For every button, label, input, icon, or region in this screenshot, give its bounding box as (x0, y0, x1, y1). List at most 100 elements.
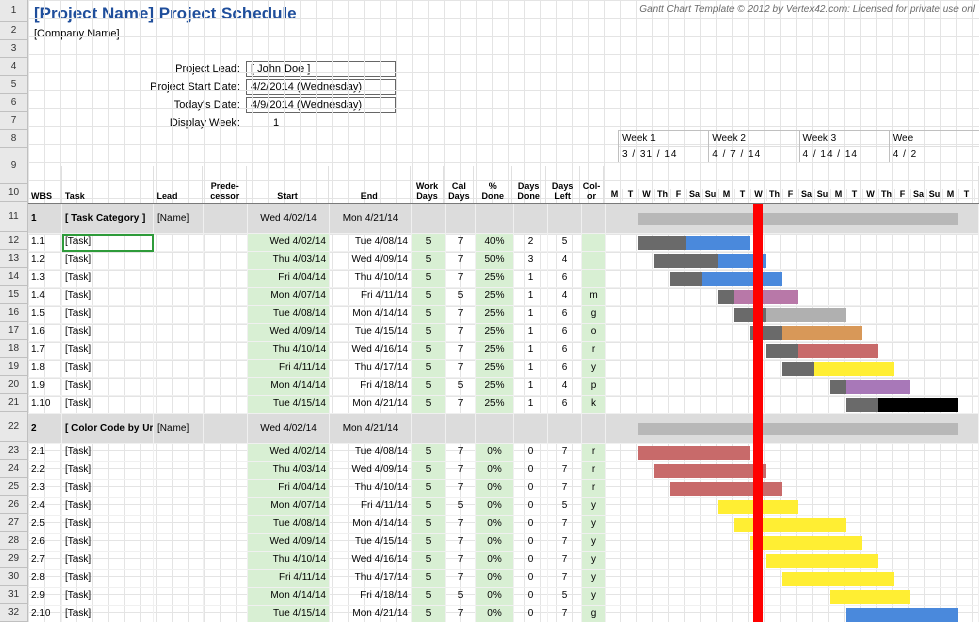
row-number[interactable]: 20 (0, 376, 27, 394)
cell[interactable]: 4 (548, 288, 582, 306)
cell[interactable] (446, 204, 476, 234)
cell[interactable]: 7 (446, 606, 476, 622)
today-value[interactable]: 4/9/2014 (Wednesday) (246, 97, 396, 113)
cell[interactable] (204, 444, 248, 462)
cell[interactable]: 25% (476, 342, 514, 360)
cell[interactable]: 2.9 (28, 588, 62, 606)
cell[interactable]: y (582, 516, 606, 534)
cell[interactable]: 1.3 (28, 270, 62, 288)
cell[interactable] (204, 234, 248, 252)
cell[interactable]: 1.4 (28, 288, 62, 306)
cell[interactable] (154, 306, 204, 324)
cell[interactable]: y (582, 588, 606, 606)
cell[interactable]: 1.10 (28, 396, 62, 414)
cell[interactable] (204, 342, 248, 360)
cell[interactable] (204, 288, 248, 306)
cell[interactable]: 0% (476, 606, 514, 622)
cell[interactable]: [Name] (154, 204, 204, 234)
cell[interactable]: r (582, 342, 606, 360)
cell[interactable]: 5 (412, 306, 446, 324)
cell[interactable]: y (582, 570, 606, 588)
cell[interactable]: [Task] (62, 498, 154, 516)
cell[interactable]: 5 (548, 498, 582, 516)
cell[interactable]: Wed 4/09/14 (248, 324, 330, 342)
cell[interactable]: 6 (548, 360, 582, 378)
cell[interactable]: r (582, 462, 606, 480)
cell[interactable]: 25% (476, 306, 514, 324)
display-week-value[interactable]: 1 (246, 116, 306, 130)
cell[interactable]: [Name] (154, 414, 204, 444)
cell[interactable]: y (582, 360, 606, 378)
cell[interactable]: [Task] (62, 270, 154, 288)
cell[interactable]: [Task] (62, 324, 154, 342)
row-number[interactable]: 7 (0, 112, 27, 130)
cell[interactable]: 7 (446, 444, 476, 462)
cell[interactable] (154, 570, 204, 588)
cell[interactable]: 7 (446, 534, 476, 552)
cell[interactable] (514, 204, 548, 234)
cell[interactable]: 5 (548, 588, 582, 606)
cell[interactable]: [Task] (62, 480, 154, 498)
category-row[interactable]: 1[ Task Category ][Name]Wed 4/02/14Mon 4… (28, 204, 979, 234)
cell[interactable]: y (582, 498, 606, 516)
cell[interactable]: [Task] (62, 360, 154, 378)
cell[interactable]: 7 (446, 306, 476, 324)
cell[interactable]: [Task] (62, 444, 154, 462)
cell[interactable]: 5 (412, 606, 446, 622)
cell[interactable]: [Task] (62, 534, 154, 552)
cell[interactable]: 50% (476, 252, 514, 270)
cell[interactable]: Thu 4/03/14 (248, 252, 330, 270)
cell[interactable] (154, 498, 204, 516)
cell[interactable]: Thu 4/10/14 (330, 270, 412, 288)
row-number[interactable]: 13 (0, 250, 27, 268)
row-number[interactable]: 30 (0, 568, 27, 586)
row-number[interactable]: 26 (0, 496, 27, 514)
cell[interactable]: Fri 4/04/14 (248, 270, 330, 288)
cell[interactable]: 2.10 (28, 606, 62, 622)
cell[interactable]: 0% (476, 552, 514, 570)
cell[interactable]: 0% (476, 462, 514, 480)
cell[interactable]: 5 (446, 378, 476, 396)
cell[interactable]: Thu 4/10/14 (330, 480, 412, 498)
cell[interactable]: 25% (476, 270, 514, 288)
cell[interactable]: 7 (548, 552, 582, 570)
row-number[interactable]: 3 (0, 40, 27, 58)
cell[interactable]: 5 (412, 516, 446, 534)
cell[interactable]: Tue 4/15/14 (330, 324, 412, 342)
cell[interactable] (154, 270, 204, 288)
cell[interactable]: Tue 4/08/14 (330, 234, 412, 252)
cell[interactable]: 25% (476, 288, 514, 306)
cell[interactable] (548, 204, 582, 234)
cell[interactable] (204, 480, 248, 498)
cell[interactable]: [Task] (62, 306, 154, 324)
cell[interactable]: Mon 4/14/14 (330, 306, 412, 324)
cell[interactable]: 2.7 (28, 552, 62, 570)
row-number[interactable]: 11 (0, 202, 27, 232)
task-row[interactable]: 1.10[Task]Tue 4/15/14Mon 4/21/145725%16k (28, 396, 979, 414)
cell[interactable] (154, 444, 204, 462)
cell[interactable] (204, 552, 248, 570)
row-number[interactable]: 16 (0, 304, 27, 322)
task-row[interactable]: 2.10[Task]Tue 4/15/14Mon 4/21/14570%07g (28, 606, 979, 622)
cell[interactable]: o (582, 324, 606, 342)
cell[interactable] (412, 414, 446, 444)
row-number[interactable]: 32 (0, 604, 27, 622)
cell[interactable]: 1.6 (28, 324, 62, 342)
row-number[interactable]: 10 (0, 184, 27, 202)
row-number[interactable]: 25 (0, 478, 27, 496)
cell[interactable]: Wed 4/16/14 (330, 552, 412, 570)
cell[interactable]: 1.5 (28, 306, 62, 324)
cell[interactable]: Mon 4/14/14 (248, 588, 330, 606)
cell[interactable]: [Task] (62, 234, 154, 252)
cell[interactable]: 6 (548, 342, 582, 360)
cell[interactable] (154, 396, 204, 414)
cell[interactable]: 5 (412, 570, 446, 588)
cell[interactable]: 1.8 (28, 360, 62, 378)
cell[interactable] (582, 204, 606, 234)
cell[interactable]: 1 (514, 342, 548, 360)
cell[interactable]: Tue 4/15/14 (248, 606, 330, 622)
cell[interactable]: 0 (514, 552, 548, 570)
col-color[interactable]: Col-or (580, 166, 604, 203)
cell[interactable]: 5 (446, 498, 476, 516)
cell[interactable]: y (582, 552, 606, 570)
